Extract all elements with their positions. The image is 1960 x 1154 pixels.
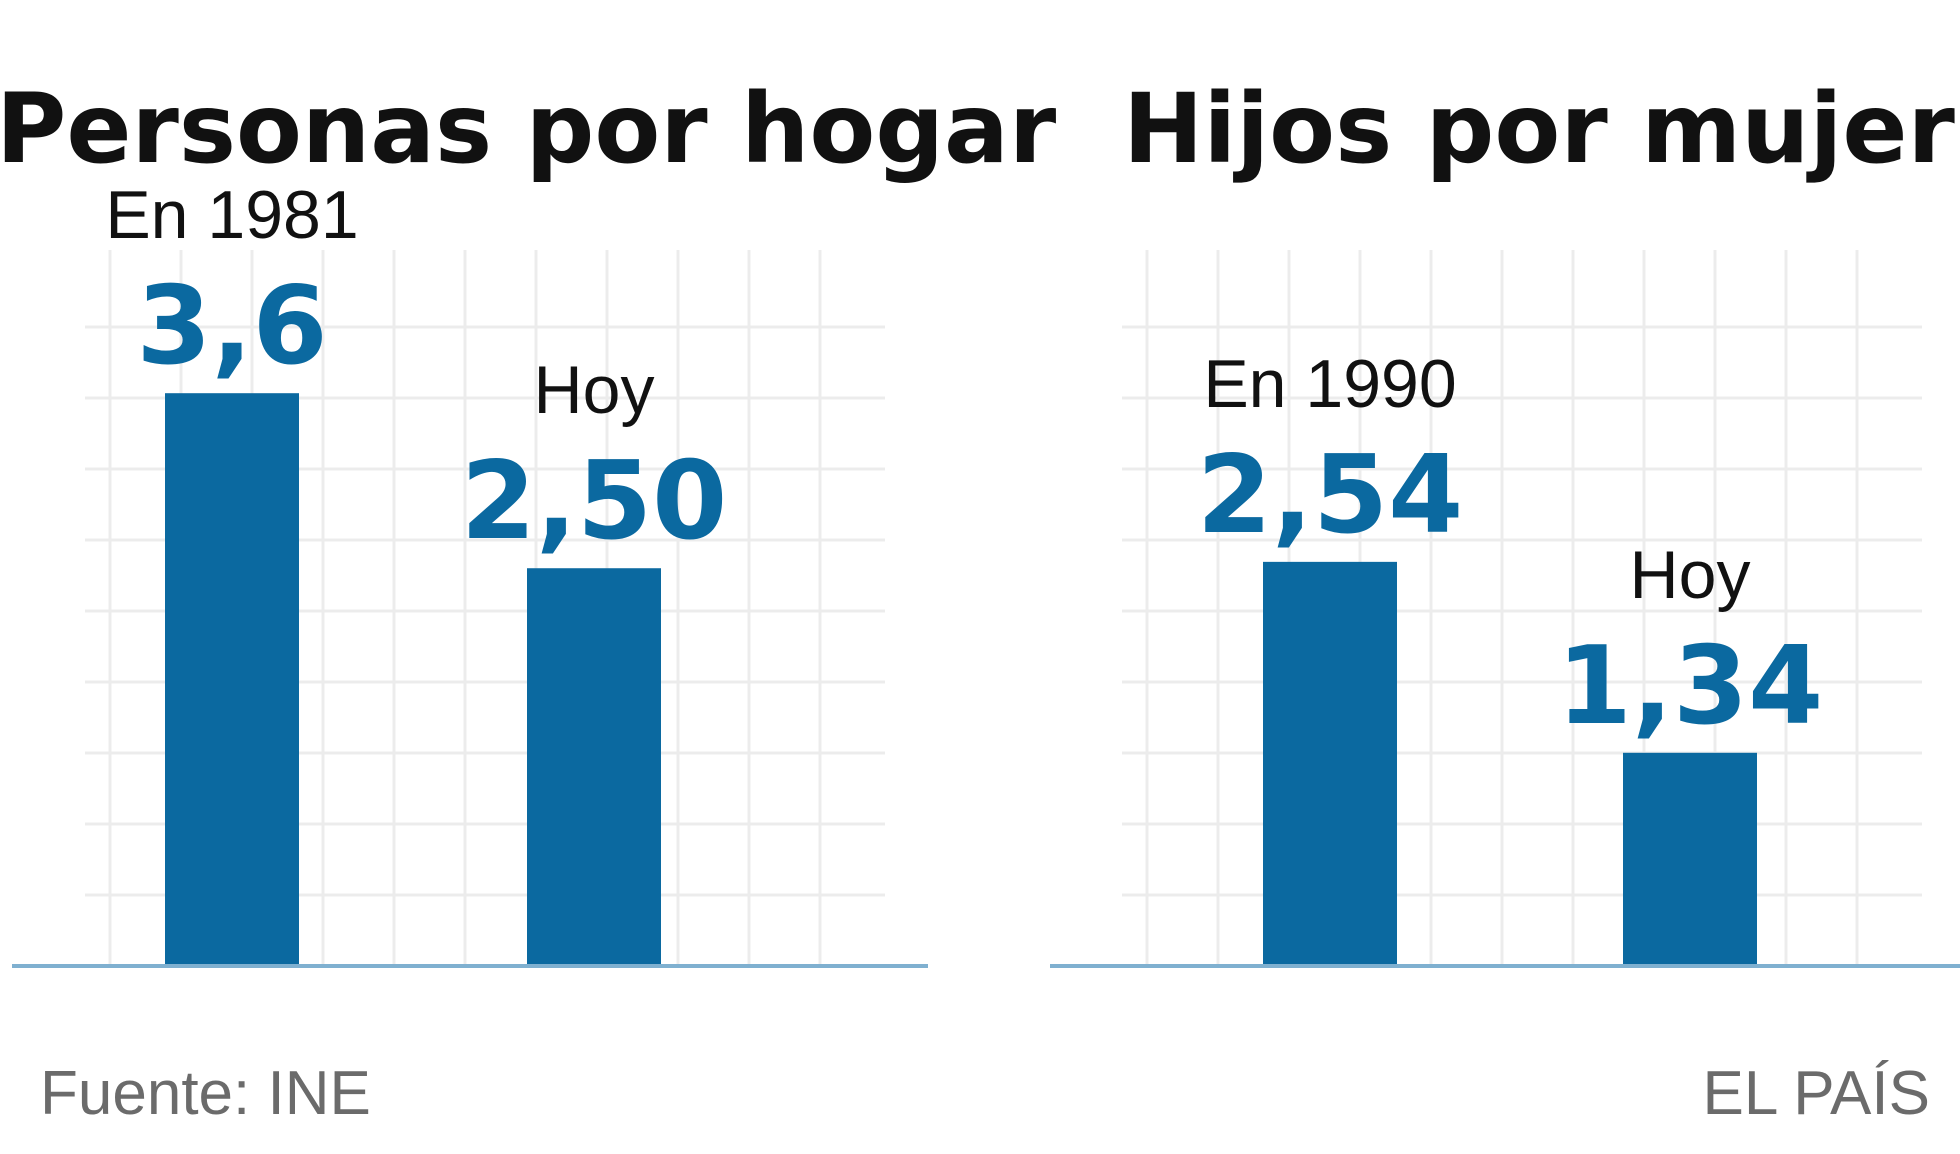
bar-labels: 2,54 En 1990 1,34 Hoy: [1197, 346, 1823, 749]
publisher-logo: EL PAÍS: [1703, 1059, 1930, 1128]
chart-title: Personas por hogar: [0, 73, 1057, 185]
bars: [1263, 561, 1757, 966]
chart-title: Hijos por mujer: [1123, 73, 1956, 185]
bar: [527, 568, 661, 966]
value-label: 1,34: [1557, 624, 1823, 749]
category-label: En 1981: [105, 177, 358, 253]
category-label: Hoy: [1630, 537, 1751, 613]
bar: [1263, 561, 1397, 966]
value-label: 2,50: [461, 439, 727, 564]
bar: [1623, 752, 1757, 966]
chart-personas-por-hogar: Personas por hogar 3,6 En 1981 2,50 Hoy: [0, 73, 1057, 968]
bar: [165, 393, 299, 966]
value-label: 3,6: [136, 264, 327, 389]
bar-labels: 3,6 En 1981 2,50 Hoy: [105, 177, 727, 564]
category-label: Hoy: [534, 352, 655, 428]
value-label: 2,54: [1197, 433, 1463, 558]
source-note: Fuente: INE: [40, 1059, 371, 1128]
bars: [165, 393, 661, 966]
chart-hijos-por-mujer: Hijos por mujer 2,54 En 1990 1,34 Hoy: [1050, 73, 1960, 968]
category-label: En 1990: [1203, 346, 1456, 422]
